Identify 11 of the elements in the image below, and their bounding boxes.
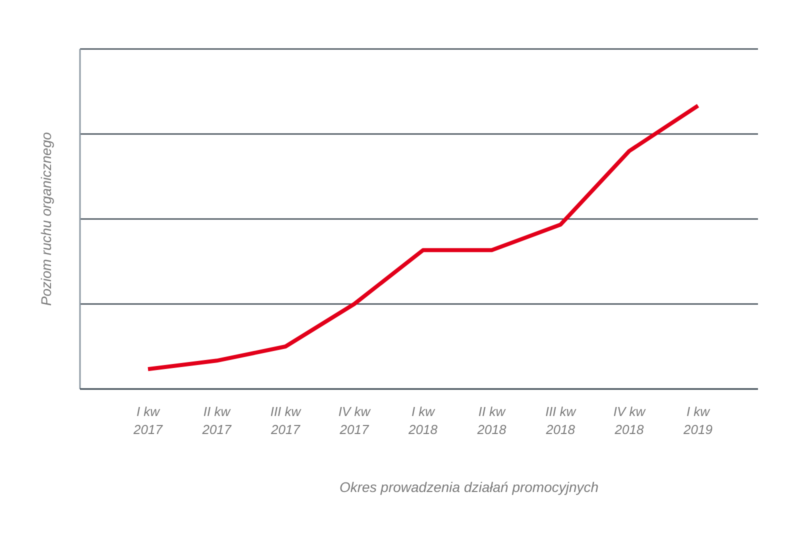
x-tick-label: IV kw 2018 bbox=[613, 404, 647, 437]
x-tick-label: I kw 2017 bbox=[132, 404, 164, 437]
x-tick-label: II kw 2018 bbox=[476, 404, 507, 437]
x-tick-label: III kw 2018 bbox=[545, 404, 578, 437]
x-tick-label: II kw 2017 bbox=[201, 404, 232, 437]
x-axis-title: Okres prowadzenia działań promocyjnych bbox=[339, 479, 599, 495]
x-tick-label: I kw 2019 bbox=[682, 404, 712, 437]
x-tick-label: I kw 2018 bbox=[408, 404, 438, 437]
y-axis-title: Poziom ruchu organicznego bbox=[38, 132, 54, 306]
x-tick-label: IV kw 2017 bbox=[338, 404, 372, 437]
x-tick-label: III kw 2017 bbox=[270, 404, 302, 437]
